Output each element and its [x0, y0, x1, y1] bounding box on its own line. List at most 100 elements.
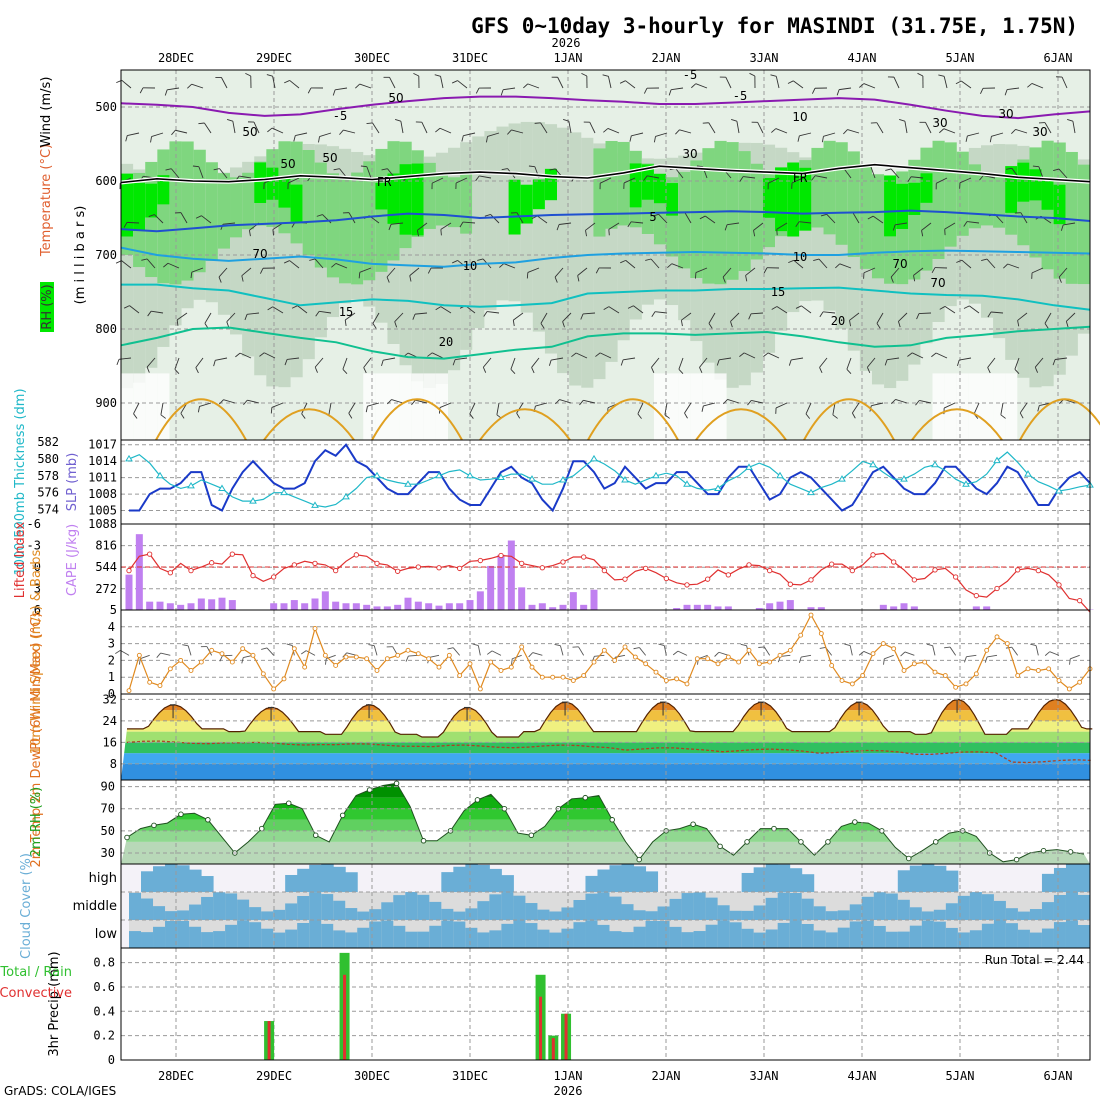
wind-barb: [944, 306, 956, 314]
cloud-cell: [501, 892, 514, 920]
wind-barb: [559, 399, 572, 404]
temperature-line: [127, 698, 1093, 738]
wind-barb-flag: [562, 321, 565, 328]
wind-barb: [421, 121, 428, 134]
wind-barb: [204, 122, 212, 134]
wind-barb: [247, 399, 260, 404]
wind-barb: [961, 80, 972, 89]
wind-barb: [342, 357, 348, 370]
cloud-cell: [585, 893, 598, 920]
wind-barb-flag: [980, 88, 984, 94]
rh-band-green: [859, 164, 873, 269]
contour-label: 15: [339, 305, 353, 319]
cloud-cell: [405, 892, 418, 920]
cloud-cell: [669, 898, 683, 920]
cloud-cell: [225, 924, 238, 948]
wind-speed-marker: [581, 673, 587, 678]
wind-barb-flag: [651, 311, 656, 317]
rh-band-green: [811, 147, 825, 228]
wind-barb: [633, 305, 644, 314]
lifted-index-marker: [1035, 567, 1041, 574]
temperature-tick-label: 8: [110, 757, 117, 771]
wind-barb-flag: [859, 83, 865, 88]
cloud-cell: [729, 910, 743, 920]
contour-label: 20: [439, 335, 453, 349]
cloud-cell: [1065, 920, 1079, 948]
wind-speed-marker: [736, 659, 742, 665]
wind-speed-marker: [198, 659, 204, 665]
rh-band-bright: [1029, 169, 1043, 201]
rh-band-bright: [1041, 179, 1055, 210]
wind-barb-flag: [534, 122, 541, 124]
wind-barb-flag: [788, 259, 794, 264]
wind-barb-flag: [956, 259, 963, 263]
cloud-cell: [981, 894, 995, 920]
rh-band-green: [702, 148, 716, 284]
thickness-point-marker: [1024, 470, 1032, 477]
warm-contour: [263, 408, 355, 441]
cloud-cell: [237, 899, 250, 920]
rh-band-bright: [266, 167, 279, 200]
wind-barb: [871, 402, 884, 407]
rh-band-dry: [423, 373, 437, 440]
wind-barb-flag: [963, 305, 970, 309]
cape-bar: [766, 603, 774, 610]
contour-label: 15: [771, 285, 785, 299]
rh-band-dry: [980, 373, 994, 440]
rh-marker: [798, 839, 804, 845]
cloud-cell: [453, 911, 466, 920]
cloud-cell: [993, 920, 1007, 948]
wind-barb: [608, 306, 620, 314]
wind-barb: [768, 177, 780, 184]
wind-barb-flag: [984, 656, 988, 663]
wind-barb: [932, 645, 936, 656]
wind-barb-flag: [316, 214, 323, 217]
rh-band-green: [375, 148, 388, 272]
wind-barb: [843, 168, 852, 179]
cloud-cell: [393, 925, 406, 948]
cloud-cell: [297, 895, 310, 920]
cloud-cell: [405, 931, 418, 948]
thickness-point-marker: [373, 471, 381, 479]
wind-barb-flag: [595, 352, 601, 357]
temperature-axis-label: 2m Temp 2m DewPt (6hr Min/Max) (°C): [29, 613, 44, 868]
cloud-cell: [897, 899, 911, 920]
rh-band-green: [302, 150, 316, 256]
cloud-cell: [789, 920, 803, 948]
cape-bar: [528, 604, 536, 610]
cloud-cell: [1041, 873, 1055, 892]
wind-barb-flag: [963, 221, 968, 227]
cloud-cover-panel: high middle low Cloud Cover (%): [19, 853, 1091, 959]
wind-speed-marker: [942, 673, 948, 678]
lifted-index-marker: [1077, 598, 1083, 604]
cloud-cell: [297, 923, 310, 948]
rh-marker: [124, 834, 130, 841]
run-total-label: Run Total = 2.44: [985, 953, 1084, 967]
wind-barb-flag: [819, 367, 823, 374]
wind-barb-flag: [475, 175, 480, 182]
wind-barb-flag: [187, 83, 192, 89]
wind-barb: [373, 645, 378, 656]
wind-barb: [936, 177, 948, 184]
wind-barb-flag: [835, 263, 841, 269]
wind-tick-label: 2: [108, 653, 115, 667]
axis-label-part: RH (%): [40, 284, 55, 329]
wind-barb-flag: [500, 89, 504, 96]
lifted-index-marker: [1056, 582, 1062, 588]
rh-marker: [636, 856, 642, 863]
axis-label-part: Wind (m/s): [39, 77, 54, 148]
wind-barb-flag: [394, 119, 401, 122]
wind-barb: [949, 646, 957, 656]
wind-barb-flag: [512, 320, 515, 327]
wind-barb-flag: [176, 319, 179, 326]
wind-barb: [637, 402, 644, 415]
wind-barb-flag: [965, 135, 968, 142]
wind-barb: [675, 168, 684, 179]
top-date-label: 28DEC: [158, 51, 194, 65]
rh-band-dry: [399, 373, 413, 440]
thickness-point-marker: [993, 456, 1001, 464]
wind-speed-marker: [260, 671, 266, 677]
bottom-date-label: 28DEC: [158, 1069, 194, 1083]
cloud-cell: [765, 864, 779, 892]
